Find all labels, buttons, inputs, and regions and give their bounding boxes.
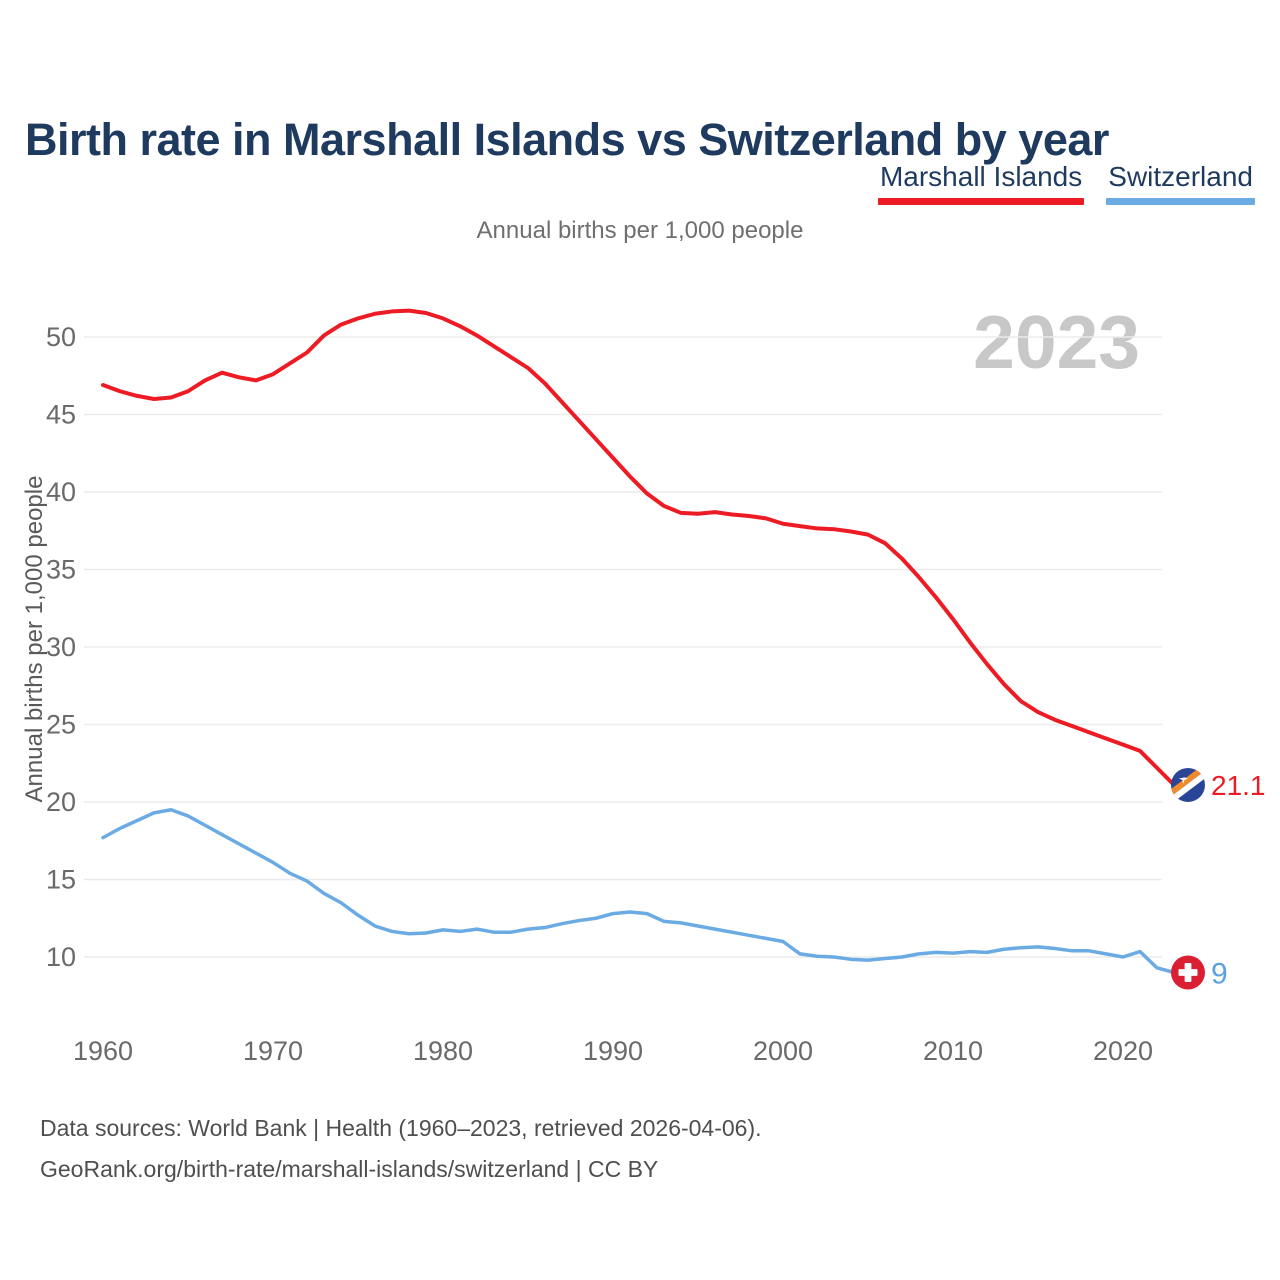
- x-axis-tick-labels: 1960 1970 1980 1990 2000 2010 2020: [73, 1036, 1153, 1066]
- switzerland-flag-icon: [1171, 955, 1205, 990]
- legend-underline-marshall-islands: [877, 198, 1085, 205]
- series-lines: [101, 308, 1176, 975]
- x-tick-label-2010: 2010: [923, 1036, 983, 1066]
- y-axis-title: Annual births per 1,000 people: [21, 476, 48, 803]
- legend-item-switzerland[interactable]: Switzerland: [1106, 161, 1255, 205]
- footer: Data sources: World Bank | Health (1960–…: [40, 1108, 762, 1190]
- x-tick-label-1960: 1960: [73, 1036, 133, 1066]
- y-tick-label-50: 50: [46, 322, 76, 352]
- gridlines: [84, 336, 1162, 958]
- y-tick-label-30: 30: [46, 632, 76, 662]
- watermark-year: 2023: [973, 300, 1140, 384]
- legend-item-marshall-islands[interactable]: Marshall Islands: [877, 161, 1085, 205]
- chart-subtitle: Annual births per 1,000 people: [476, 217, 804, 244]
- x-tick-label-2000: 2000: [753, 1036, 813, 1066]
- y-tick-label-10: 10: [46, 942, 76, 972]
- footer-sources-line: Data sources: World Bank | Health (1960–…: [40, 1115, 762, 1141]
- x-tick-label-1980: 1980: [413, 1036, 473, 1066]
- marshall-islands-flag-icon: [1171, 767, 1205, 802]
- x-tick-label-1970: 1970: [243, 1036, 303, 1066]
- legend-label-switzerland: Switzerland: [1108, 161, 1253, 192]
- y-tick-label-40: 40: [46, 477, 76, 507]
- legend: Marshall Islands Switzerland: [877, 161, 1255, 205]
- mh-flag-star: [1178, 773, 1189, 784]
- legend-label-marshall-islands: Marshall Islands: [879, 161, 1083, 192]
- x-tick-label-1990: 1990: [583, 1036, 643, 1066]
- footer-url-line: GeoRank.org/birth-rate/marshall-islands/…: [40, 1156, 659, 1182]
- series-line-marshall-islands[interactable]: [101, 308, 1176, 787]
- page-title: Birth rate in Marshall Islands vs Switze…: [25, 114, 1109, 166]
- x-tick-label-2020: 2020: [1093, 1036, 1153, 1066]
- y-tick-label-25: 25: [46, 710, 76, 740]
- end-value-switzerland: 9: [1211, 958, 1228, 991]
- legend-underline-switzerland: [1106, 198, 1255, 205]
- y-axis-tick-labels: 10 15 20 25 30 35 40 45 50: [46, 322, 76, 972]
- end-value-marshall-islands: 21.1: [1211, 770, 1266, 801]
- y-tick-label-35: 35: [46, 555, 76, 585]
- y-tick-label-45: 45: [46, 400, 76, 430]
- y-tick-label-15: 15: [46, 865, 76, 895]
- series-line-switzerland[interactable]: [101, 808, 1176, 975]
- y-tick-label-20: 20: [46, 787, 76, 817]
